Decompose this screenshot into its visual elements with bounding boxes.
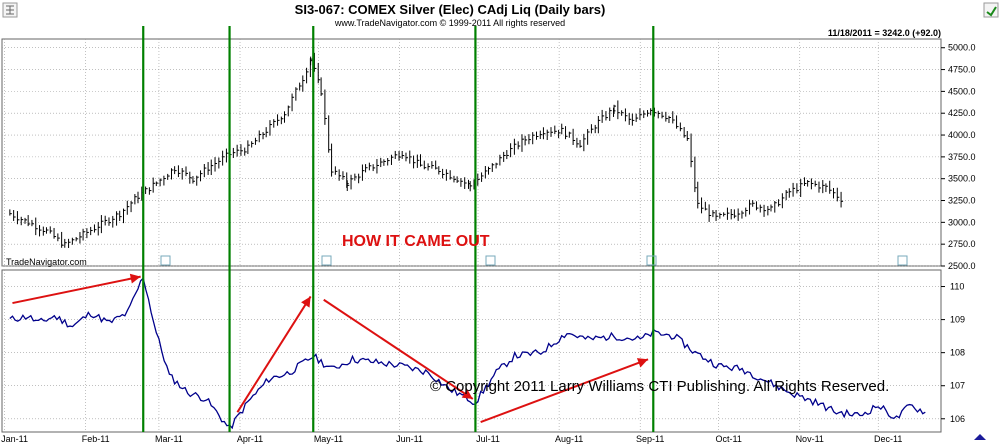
event-badge-icon[interactable]: [646, 255, 657, 266]
annotation-label: HOW IT CAME OUT: [342, 233, 490, 250]
trend-arrows: [12, 273, 649, 424]
vertical-markers: [142, 26, 655, 432]
event-badge-icon[interactable]: [160, 255, 171, 266]
price-readout: 11/18/2011 = 3242.0 (+92.0): [828, 28, 941, 38]
y-tick-label: 109: [950, 315, 965, 325]
indicator-y-axis: 106 107 108 109 110: [941, 282, 965, 424]
header: SI3-067: COMEX Silver (Elec) CAdj Liq (D…: [295, 2, 941, 38]
x-tick-label: Nov-11: [796, 434, 824, 444]
trend-arrow-shaft: [236, 295, 312, 413]
x-tick-label: Jun-11: [396, 434, 423, 444]
y-tick-label: 2750.0: [948, 239, 976, 249]
indicator-line: [9, 276, 926, 430]
x-tick-label: Mar-11: [155, 434, 183, 444]
pane-badges: [160, 255, 908, 266]
chart-title: SI3-067: COMEX Silver (Elec) CAdj Liq (D…: [295, 2, 606, 17]
trend-arrow-head: [301, 296, 311, 308]
x-tick-label: Jan-11: [1, 434, 28, 444]
brand-label: TradeNavigator.com: [6, 257, 87, 267]
event-badge-icon[interactable]: [485, 255, 496, 266]
scroll-handle-icon[interactable]: [974, 434, 986, 440]
trend-arrow-shaft: [12, 275, 141, 305]
trend-arrow-head: [461, 389, 473, 399]
settings-icon-glyph: [986, 6, 997, 17]
trend-arrow-shaft: [323, 298, 474, 400]
y-tick-label: 108: [950, 348, 965, 358]
y-tick-label: 4250.0: [948, 108, 976, 118]
x-tick-label: Sep-11: [636, 434, 664, 444]
y-tick-label: 107: [950, 381, 965, 391]
panes-frame: [1, 38, 942, 433]
x-tick-label: Apr-11: [237, 434, 263, 444]
x-tick-label: Jul-11: [476, 434, 500, 444]
indicator-pane-border: [1, 269, 942, 433]
x-tick-label: Dec-11: [874, 434, 902, 444]
grid-icon-glyph: [6, 5, 14, 15]
y-tick-label: 110: [950, 282, 964, 292]
x-tick-label: Feb-11: [82, 434, 110, 444]
y-tick-label: 3500.0: [948, 174, 976, 184]
y-tick-label: 2500.0: [948, 261, 976, 271]
trend-arrow-shaft: [480, 358, 649, 424]
price-y-axis: 2500.0 2750.0 3000.0 3250.0 3500.0 3750.0 4000…: [941, 43, 976, 271]
event-badge-icon[interactable]: [897, 255, 908, 266]
x-tick-label: Aug-11: [555, 434, 583, 444]
copyright-notice: © Copyright 2011 Larry Williams CTI Publ…: [430, 378, 889, 395]
trend-arrow-head: [129, 273, 141, 284]
grid-lines: [2, 39, 941, 432]
trend-arrow-head: [636, 358, 649, 368]
x-tick-label: Oct-11: [716, 434, 742, 444]
x-tick-label: May-11: [314, 434, 343, 444]
y-tick-label: 3250.0: [948, 196, 976, 206]
y-tick-label: 3750.0: [948, 152, 976, 162]
x-axis: Jan-11 Feb-11 Mar-11 Apr-11 May-11 Jun-11 Jul-…: [1, 434, 902, 444]
y-tick-label: 4500.0: [948, 86, 976, 96]
event-badge-icon[interactable]: [321, 255, 332, 266]
y-tick-label: 106: [950, 414, 965, 424]
y-tick-label: 4750.0: [948, 65, 976, 75]
chart-subtitle: www.TradeNavigator.com © 1999-2011 All r…: [334, 18, 565, 28]
y-tick-label: 4000.0: [948, 130, 976, 140]
price-pane-border: [1, 38, 942, 267]
indicator-series: [9, 276, 926, 430]
y-tick-label: 3000.0: [948, 217, 976, 227]
y-tick-label: 5000.0: [948, 43, 976, 53]
